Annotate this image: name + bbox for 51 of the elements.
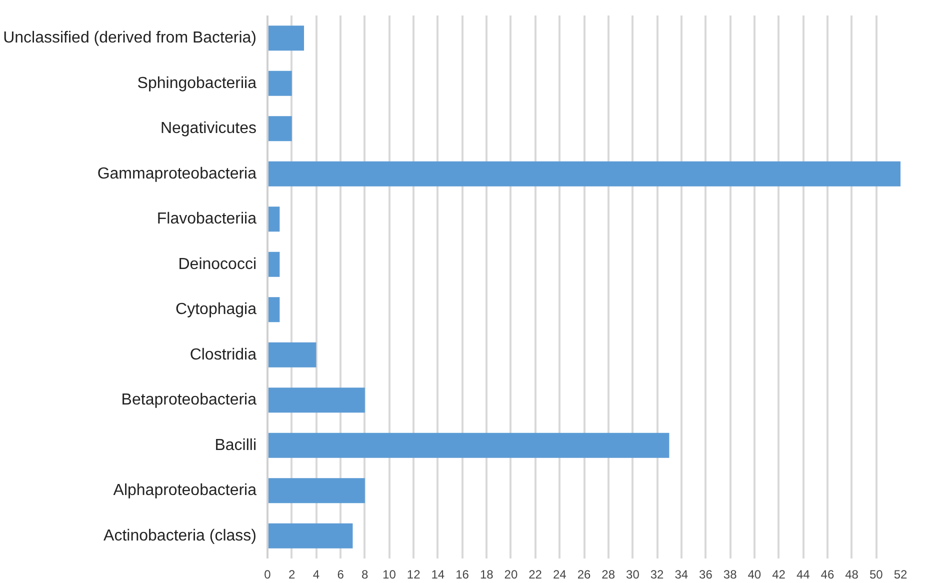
- y-tick-label: Cytophagia: [176, 301, 257, 318]
- x-tick-label: 20: [504, 568, 518, 582]
- bar: [268, 26, 304, 51]
- y-tick-label: Unclassified (derived from Bacteria): [3, 30, 256, 47]
- x-tick-label: 12: [406, 568, 421, 582]
- x-tick-label: 8: [362, 568, 369, 582]
- x-tick-label: 40: [748, 568, 762, 582]
- y-tick-label: Flavobacteriia: [156, 210, 257, 228]
- x-tick-label: 52: [894, 568, 908, 582]
- x-tick-label: 16: [456, 568, 470, 582]
- x-tick-label: 46: [820, 568, 834, 582]
- y-tick-label: Actinobacteria (class): [104, 527, 257, 544]
- x-tick-label: 26: [577, 568, 591, 582]
- bar: [268, 70, 292, 96]
- x-tick-label: 30: [626, 568, 640, 582]
- bar: [268, 297, 280, 322]
- x-tick-label: 4: [312, 568, 320, 582]
- y-tick-label: Sphingobacteriia: [137, 74, 257, 92]
- x-tick-label: 6: [337, 568, 344, 582]
- x-tick-label: 22: [528, 568, 542, 582]
- bar: [268, 432, 670, 458]
- x-tick-label: 28: [602, 568, 616, 582]
- x-tick-label: 42: [772, 568, 786, 582]
- y-tick-label: Gammaproteobacteria: [97, 165, 257, 182]
- bar: [268, 342, 316, 368]
- bar: [268, 523, 353, 548]
- x-tick-label: 32: [650, 568, 664, 582]
- x-tick-label: 48: [845, 568, 859, 582]
- bar: [268, 161, 900, 186]
- y-tick-label: Bacilli: [214, 436, 257, 454]
- y-tick-label: Alphaproteobacteria: [113, 482, 257, 500]
- x-tick-label: 50: [869, 568, 884, 582]
- y-tick-label: Negativicutes: [160, 120, 256, 138]
- bar: [268, 116, 292, 142]
- x-tick-label: 38: [723, 568, 738, 582]
- x-tick-label: 14: [431, 568, 445, 582]
- y-tick-label: Betaproteobacteria: [121, 392, 257, 409]
- y-tick-label: Deinococci: [178, 256, 257, 273]
- x-tick-label: 36: [699, 568, 713, 582]
- x-tick-label: 24: [552, 568, 567, 582]
- x-tick-label: 2: [288, 568, 296, 582]
- bar: [268, 206, 280, 232]
- x-tick-label: 10: [382, 568, 396, 582]
- x-tick-label: 0: [264, 568, 272, 582]
- y-tick-label: Clostridia: [190, 346, 257, 364]
- x-tick-label: 34: [674, 568, 688, 582]
- bar: [268, 252, 280, 277]
- bar: [268, 478, 365, 504]
- x-tick-label: 18: [480, 568, 494, 582]
- bar: [268, 388, 365, 413]
- x-tick-label: 44: [796, 568, 810, 582]
